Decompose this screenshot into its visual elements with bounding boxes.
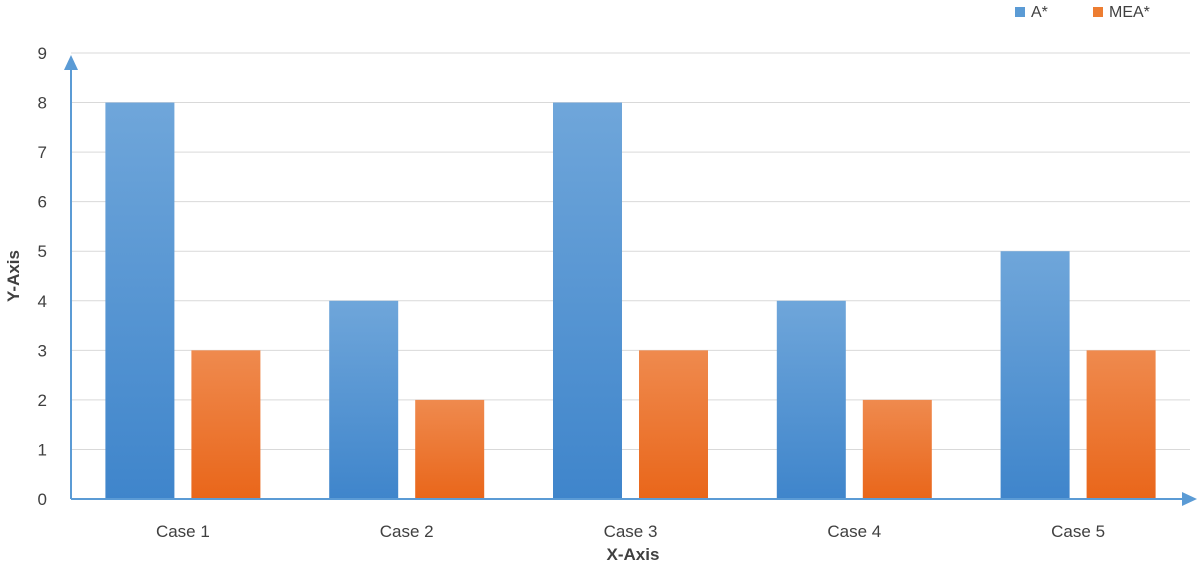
y-tick-label: 9 — [38, 44, 47, 63]
y-tick-label: 4 — [38, 292, 47, 311]
legend-label-mea-star: MEA* — [1109, 4, 1150, 21]
bar-mea--1 — [191, 350, 261, 499]
bars — [105, 102, 1156, 500]
bar-a--3 — [553, 102, 622, 500]
y-tick-label: 1 — [38, 440, 47, 459]
x-axis-arrow-icon — [1182, 492, 1197, 506]
bar-mea--2 — [415, 399, 485, 499]
y-tick-label: 8 — [38, 94, 47, 113]
x-tick-label: Case 3 — [604, 522, 658, 541]
bar-a--4 — [776, 300, 846, 499]
axes — [64, 55, 1197, 506]
bar-a--1 — [105, 102, 175, 500]
x-tick-labels: Case 1 Case 2 Case 3 Case 4 Case 5 — [156, 522, 1105, 541]
y-tick-label: 3 — [38, 341, 47, 360]
y-tick-labels: 0 1 2 3 4 5 6 7 8 9 — [38, 44, 47, 509]
y-tick-label: 5 — [38, 242, 47, 261]
y-tick-label: 2 — [38, 391, 47, 410]
x-axis-label: X-Axis — [607, 545, 660, 564]
y-axis-label: Y-Axis — [4, 250, 23, 302]
x-tick-label: Case 2 — [380, 522, 434, 541]
legend-swatch-mea-star — [1093, 7, 1103, 17]
bar-mea--4 — [862, 399, 932, 499]
bar-a--2 — [329, 300, 399, 499]
x-tick-label: Case 1 — [156, 522, 210, 541]
legend: A* MEA* — [1015, 4, 1150, 21]
y-tick-label: 6 — [38, 193, 47, 212]
y-tick-label: 7 — [38, 143, 47, 162]
x-tick-label: Case 5 — [1051, 522, 1105, 541]
legend-swatch-a-star — [1015, 7, 1025, 17]
bar-mea--3 — [639, 350, 708, 499]
y-tick-label: 0 — [38, 490, 47, 509]
x-tick-label: Case 4 — [827, 522, 881, 541]
y-axis-arrow-icon — [64, 55, 78, 70]
legend-label-a-star: A* — [1031, 4, 1048, 21]
bar-a--5 — [1000, 251, 1070, 499]
bar-mea--5 — [1086, 350, 1156, 499]
